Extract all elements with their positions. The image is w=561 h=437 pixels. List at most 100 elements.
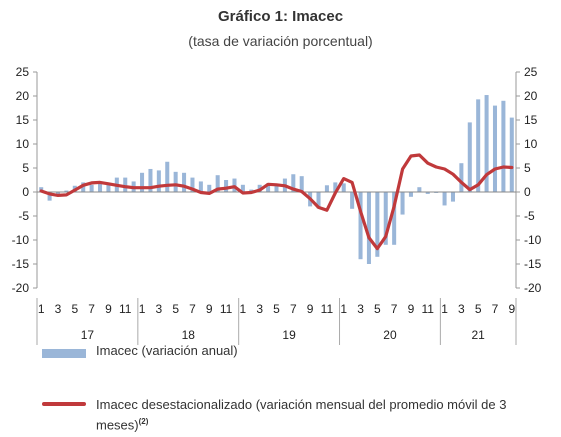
bar xyxy=(509,117,514,192)
bar xyxy=(165,161,170,192)
bar xyxy=(207,184,212,192)
chart-title: Gráfico 1: Imacec xyxy=(217,8,344,25)
y-tick-label-left: -20 xyxy=(12,281,30,295)
x-tick-label: 1 xyxy=(240,302,247,316)
bar xyxy=(64,190,69,192)
y-tick-label-left: 20 xyxy=(16,89,30,103)
x-tick-label: 7 xyxy=(189,302,196,316)
x-tick-label: 5 xyxy=(374,302,381,316)
x-tick-label: 1 xyxy=(340,302,347,316)
bar xyxy=(140,172,145,192)
bar xyxy=(358,192,363,260)
x-tick-label: 9 xyxy=(408,302,415,316)
y-tick-label-right: 20 xyxy=(524,89,538,103)
x-tick-label: 3 xyxy=(458,302,465,316)
y-tick-label-right: -15 xyxy=(524,257,542,271)
bar xyxy=(316,192,321,209)
x-tick-label: 7 xyxy=(391,302,398,316)
legend-line-footnote: (2) xyxy=(138,417,149,426)
year-label: 20 xyxy=(383,328,397,342)
x-tick-label: 3 xyxy=(55,302,62,316)
year-label: 17 xyxy=(81,328,95,342)
x-tick-label: 5 xyxy=(71,302,78,316)
y-tick-label-left: -15 xyxy=(12,257,30,271)
bar xyxy=(198,181,203,192)
bar xyxy=(215,175,220,192)
bar xyxy=(156,170,161,192)
bar xyxy=(450,192,455,202)
bar xyxy=(459,163,464,192)
x-tick-label: 11 xyxy=(422,302,435,316)
bar xyxy=(47,192,52,201)
year-label: 18 xyxy=(182,328,196,342)
y-tick-label-left: 10 xyxy=(16,137,30,151)
y-tick-label-right: 10 xyxy=(524,137,538,151)
y-tick-label-right: -10 xyxy=(524,233,542,247)
x-tick-label: 5 xyxy=(172,302,179,316)
bar xyxy=(81,182,86,192)
bar xyxy=(190,177,195,192)
bar xyxy=(240,184,245,192)
bar xyxy=(324,185,329,192)
bar xyxy=(98,182,103,192)
bar xyxy=(442,192,447,206)
bar xyxy=(224,180,229,192)
legend-line-text-2: meses) xyxy=(96,417,139,433)
bar xyxy=(425,192,430,194)
x-tick-label: 1 xyxy=(441,302,448,316)
y-tick-label-right: 15 xyxy=(524,113,538,127)
bar xyxy=(392,192,397,245)
bar xyxy=(333,182,338,192)
bar xyxy=(249,189,254,192)
bar xyxy=(89,184,94,192)
x-tick-label: 11 xyxy=(321,302,334,316)
x-tick-label: 9 xyxy=(206,302,213,316)
bar xyxy=(341,183,346,192)
year-label: 19 xyxy=(282,328,296,342)
bar xyxy=(366,192,371,264)
legend-line-swatch xyxy=(42,402,86,406)
bar xyxy=(148,168,153,192)
x-tick-label: 9 xyxy=(307,302,314,316)
legend-bar-swatch xyxy=(42,349,86,358)
y-tick-label-left: 0 xyxy=(22,185,29,199)
y-tick-label-left: 25 xyxy=(16,65,30,79)
legend-line-text-1: Imacec desestacionalizado (variación men… xyxy=(96,397,507,412)
bar xyxy=(55,192,61,195)
legend-bar-label: Imacec (variación anual) xyxy=(96,343,238,358)
bar xyxy=(106,184,111,192)
bar xyxy=(350,192,355,209)
bar xyxy=(492,105,498,192)
bar xyxy=(400,192,405,215)
x-tick-label: 7 xyxy=(290,302,297,316)
bar xyxy=(467,122,472,192)
y-tick-label-right: 25 xyxy=(524,65,538,79)
legend-line-label: Imacec desestacionalizado (variación men… xyxy=(96,396,536,433)
x-tick-label: 5 xyxy=(475,302,482,316)
year-label: 21 xyxy=(472,328,486,342)
bar xyxy=(274,184,279,192)
x-tick-label: 9 xyxy=(508,302,515,316)
bar xyxy=(501,100,506,192)
y-tick-label-right: 0 xyxy=(524,185,531,199)
bar xyxy=(291,174,296,192)
x-tick-label: 1 xyxy=(139,302,146,316)
x-tick-label: 3 xyxy=(156,302,163,316)
y-tick-label-right: 5 xyxy=(524,161,531,175)
x-tick-label: 5 xyxy=(273,302,280,316)
bar xyxy=(375,192,380,257)
bar xyxy=(123,177,128,192)
line-series xyxy=(39,153,514,251)
x-tick-label: 1 xyxy=(38,302,45,316)
x-tick-label: 11 xyxy=(119,302,132,316)
bar xyxy=(417,187,422,192)
y-tick-label-left: -5 xyxy=(18,209,29,223)
bar xyxy=(408,192,413,197)
bar xyxy=(476,99,481,192)
bar xyxy=(484,95,489,192)
x-tick-label: 7 xyxy=(492,302,499,316)
y-tick-label-right: -5 xyxy=(524,209,535,223)
y-tick-label-left: -10 xyxy=(12,233,30,247)
bar xyxy=(182,172,187,192)
